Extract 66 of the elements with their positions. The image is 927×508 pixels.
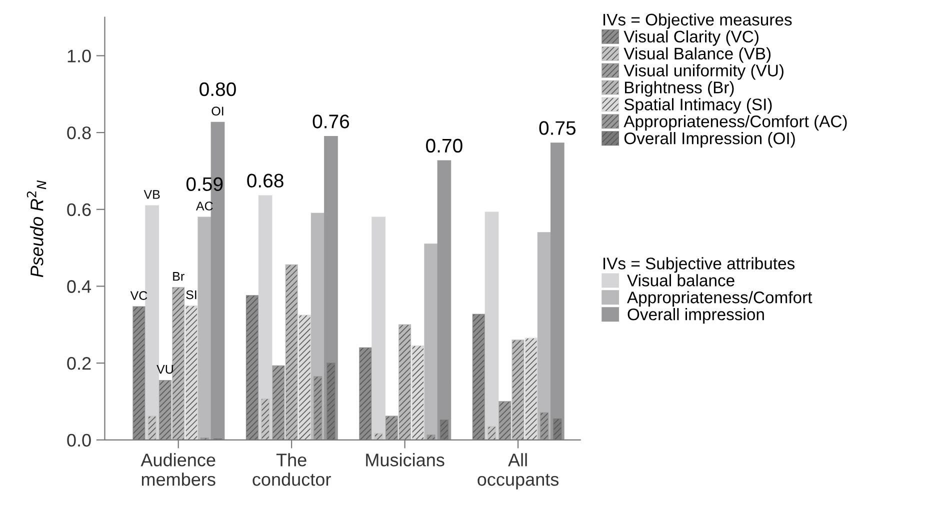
data-label: VU xyxy=(156,365,173,374)
y-tick-label: 0.0 xyxy=(67,434,91,447)
bar xyxy=(385,416,398,440)
legend-label: Appropriateness/Comfort (AC) xyxy=(624,115,847,131)
bar xyxy=(498,401,512,440)
legend-label: Appropriateness/Comfort xyxy=(627,291,812,307)
legend-label: Visual Clarity (VC) xyxy=(624,30,758,46)
bar xyxy=(261,398,270,440)
y-tick-label: 0.4 xyxy=(67,280,92,293)
bar xyxy=(484,212,499,440)
bar xyxy=(540,412,549,440)
bar xyxy=(550,142,564,440)
bar xyxy=(372,216,386,440)
annotation: 0.80 xyxy=(200,82,236,96)
bar xyxy=(198,216,212,440)
y-tick-label: 1.0 xyxy=(68,50,91,62)
text: IVs = Objective measures xyxy=(604,13,792,29)
data-label: Br xyxy=(173,272,184,281)
annotation: 0.75 xyxy=(539,121,576,135)
legend-label: Visual balance xyxy=(627,274,734,286)
bar xyxy=(148,416,156,440)
bar xyxy=(185,305,198,440)
bar xyxy=(314,376,322,440)
x-tick-label: Musicians xyxy=(366,453,444,466)
bar xyxy=(285,264,298,440)
x-tick-label: Audience members xyxy=(140,453,216,486)
bar xyxy=(374,433,383,440)
data-label: AC xyxy=(196,202,213,210)
bar xyxy=(512,340,524,440)
bar xyxy=(359,347,372,440)
y-tick-label: 0.8 xyxy=(67,126,91,140)
bar xyxy=(424,244,438,440)
bar xyxy=(472,314,485,440)
y-tick-label: 0.2 xyxy=(67,357,91,370)
bar xyxy=(272,365,285,440)
legend-label: Spatial Intimacy (SI) xyxy=(624,98,772,114)
bar xyxy=(524,338,538,440)
legend-label: Visual uniformity (VU) xyxy=(624,64,784,80)
legend-label: Visual Balance (VB) xyxy=(624,47,771,63)
annotation: 0.76 xyxy=(312,114,350,128)
annotation: 0.59 xyxy=(186,177,223,192)
bar xyxy=(172,287,185,440)
data-label: VC xyxy=(130,291,148,300)
data-label: SI xyxy=(186,290,196,300)
data-label: OI xyxy=(212,106,224,116)
legend-label: Overall impression xyxy=(628,308,764,324)
bar xyxy=(437,160,452,440)
bar xyxy=(412,345,424,440)
text: IVs = Subjective attributes xyxy=(604,257,795,273)
bar xyxy=(537,232,552,440)
bar xyxy=(487,426,496,440)
bar xyxy=(426,434,436,440)
legend-label: Overall Impression (OI) xyxy=(624,132,795,148)
bar xyxy=(158,380,172,440)
bar xyxy=(246,295,258,440)
x-tick-label: The conductor xyxy=(252,453,331,486)
data-label: VB xyxy=(144,190,160,199)
x-tick-label: All occupants xyxy=(478,453,559,490)
y-tick-label: 0.6 xyxy=(67,203,91,216)
bar xyxy=(132,306,146,440)
y-axis-title: Pseudo R$^{2}$$_{N}$ xyxy=(26,180,46,278)
annotation: 0.68 xyxy=(247,174,284,188)
annotation: 0.70 xyxy=(426,138,462,153)
bar xyxy=(298,314,311,440)
legend-label: Brightness (Br) xyxy=(625,81,734,97)
bar xyxy=(398,324,412,440)
